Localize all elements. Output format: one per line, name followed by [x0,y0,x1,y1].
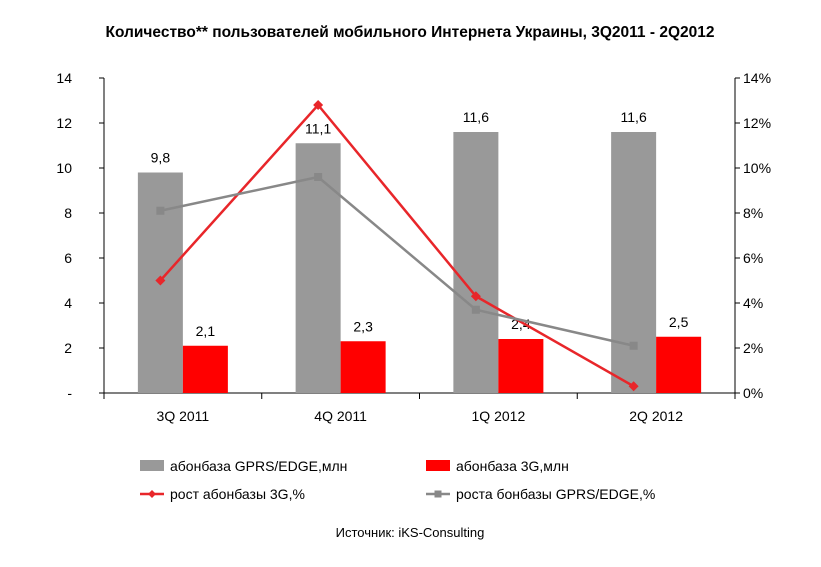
legend-label: абонбаза 3G,млн [456,458,569,474]
y2-tick-label: 6% [743,250,763,266]
y-tick-label: 2 [64,340,72,356]
bar [295,143,341,393]
x-tick-label: 2Q 2012 [629,408,683,424]
bar-data-label: 9,8 [151,150,171,166]
bar-data-label: 2,5 [669,314,689,330]
y2-tick-label: 14% [743,70,771,86]
legend-marker [434,490,442,498]
bar [453,132,499,393]
y2-tick-label: 8% [743,205,763,221]
y-tick-label: 12 [56,115,72,131]
bar [340,341,386,393]
y2-tick-label: 4% [743,295,763,311]
legend-label: роста бонбазы GPRS/EDGE,% [456,486,655,502]
y-tick-label: 6 [64,250,72,266]
y2-tick-label: 2% [743,340,763,356]
plot-area: - 2 4 6 8 10 12 14 0% 2% 4% 6% 8% 10% 12% 14% 3Q 2011 4Q … [56,70,771,424]
x-tick-label: 3Q 2011 [157,408,210,424]
legend-label: рост абонбазы 3G,% [170,486,305,502]
bar-data-label: 11,1 [305,120,331,136]
legend-swatch [426,460,450,471]
legend: абонбаза GPRS/EDGE,млн абонбаза 3G,млн рос… [140,458,655,502]
legend-swatch [140,460,164,471]
series-line [160,175,634,347]
line-point [629,341,638,350]
y2-tick-label: 12% [743,115,771,131]
bar [611,132,657,393]
y-tick-label: - [67,385,72,401]
line-point [471,305,480,314]
line-point [628,381,639,392]
line-point [155,275,166,286]
bar-data-label: 2,3 [353,318,373,334]
bar [498,339,544,393]
line-point [313,100,324,110]
legend-marker [148,490,156,498]
bar-data-label: 2,1 [196,323,216,339]
line-point [156,206,165,215]
y-tick-label: 8 [64,205,72,221]
bar-data-label: 11,6 [621,109,647,125]
y-tick-label: 10 [56,160,72,176]
line-point [314,173,323,181]
source-note: Источник: iKS-Consulting [336,525,485,540]
bar [656,336,702,393]
chart-title: Количество** пользователей мобильного Ин… [106,24,715,41]
y-tick-label: 14 [56,70,72,86]
bar [182,345,228,393]
series-line [159,103,635,388]
y2-tick-label: 0% [743,385,763,401]
y-tick-label: 4 [64,295,72,311]
x-tick-label: 4Q 2011 [314,408,367,424]
line-point [470,291,481,302]
bar-data-label: 11,6 [463,109,489,125]
y2-tick-label: 10% [743,160,771,176]
x-tick-label: 1Q 2012 [472,408,526,424]
legend-label: абонбаза GPRS/EDGE,млн [170,458,347,474]
